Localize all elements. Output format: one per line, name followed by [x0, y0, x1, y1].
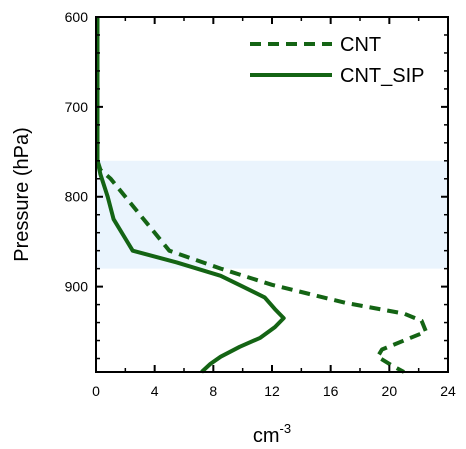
series-line-cnt-sip — [95, 17, 286, 374]
series-layer — [95, 17, 428, 374]
shaded-band — [96, 160, 448, 269]
x-tick-label: 24 — [440, 383, 456, 399]
y-axis-title: Pressure (hPa) — [11, 127, 33, 262]
tick-layer: 0 4 8 12 16 20 24 600 700 800 900 — [65, 9, 456, 399]
x-axis-unit-superscript: -3 — [280, 421, 292, 436]
x-tick-label: 12 — [264, 383, 280, 399]
legend-label-cnt: CNT — [340, 34, 381, 56]
x-tick-label: 16 — [323, 383, 339, 399]
x-tick-label: 8 — [209, 383, 217, 399]
legend: CNT CNT_SIP — [250, 34, 424, 87]
x-axis-unit: cm — [253, 425, 280, 447]
legend-label-cnt-sip: CNT_SIP — [340, 65, 424, 87]
y-tick-label: 800 — [65, 189, 89, 205]
y-tick-label: 600 — [65, 9, 89, 25]
x-tick-label: 4 — [151, 383, 159, 399]
x-tick-label: 0 — [92, 383, 100, 399]
x-tick-label: 20 — [382, 383, 398, 399]
y-tick-label: 900 — [65, 279, 89, 295]
x-axis-title: cm-3 — [253, 421, 291, 447]
y-tick-label: 700 — [65, 99, 89, 115]
